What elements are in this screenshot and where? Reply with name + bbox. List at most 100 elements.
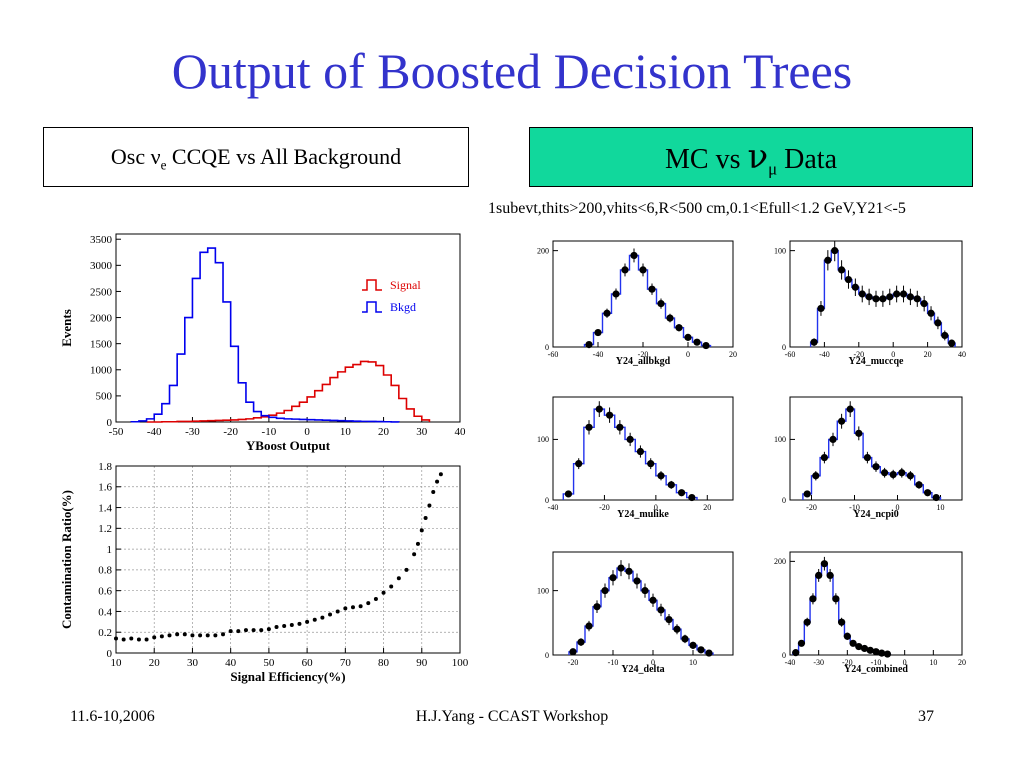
contam-ytick-label: 1.6 bbox=[98, 482, 112, 494]
y24-combined-xtick-label: -20 bbox=[842, 658, 853, 667]
y24-delta-data-point bbox=[609, 574, 617, 582]
y24-mulike-frame bbox=[552, 396, 734, 501]
y24-mulike-xlabel: Y24_mulike bbox=[617, 509, 669, 520]
y24-ncpi0-xtick-label: 10 bbox=[937, 503, 945, 512]
contam-ytick-label: 1.4 bbox=[98, 502, 112, 514]
y24-allbkgd-data-point bbox=[657, 300, 665, 308]
y24-muccqe-data-point bbox=[948, 339, 956, 347]
yboost-ytick-label: 3000 bbox=[90, 260, 113, 272]
right-box-sub: μ bbox=[768, 159, 778, 179]
contam-point bbox=[415, 541, 420, 546]
y24-ncpi0-data-point bbox=[932, 493, 940, 502]
y24-delta-mc-histogram bbox=[568, 567, 714, 655]
contam-point bbox=[190, 633, 195, 638]
y24-mulike-xtick-label: -20 bbox=[599, 503, 610, 512]
yboost-xtick-label: 0 bbox=[304, 426, 310, 438]
y24-mulike-data-point bbox=[688, 493, 696, 502]
yboost-xtick-label: 40 bbox=[455, 426, 467, 438]
contam-ylabel: Contamination Ratio(%) bbox=[59, 490, 74, 629]
y24-ncpi0-data-point bbox=[872, 463, 880, 471]
y24-mulike-ytick-label: 100 bbox=[537, 435, 549, 444]
contam-xtick-label: 90 bbox=[416, 657, 428, 669]
yboost-ytick-label: 1000 bbox=[90, 365, 113, 377]
contam-point bbox=[136, 637, 141, 642]
contam-point bbox=[335, 609, 340, 614]
y24-muccqe-data-point bbox=[838, 266, 846, 274]
legend-swatch-bkgd bbox=[362, 301, 382, 313]
y24-combined-data-point bbox=[815, 571, 823, 580]
y24-delta-data-point bbox=[649, 596, 657, 604]
y24-delta-data-point bbox=[593, 603, 601, 611]
y24-ncpi0-data-point bbox=[881, 469, 889, 477]
contam-point bbox=[343, 606, 348, 611]
y24-allbkgd-data-point bbox=[585, 340, 593, 349]
contam-point bbox=[152, 635, 157, 640]
y24-mulike-data-point bbox=[626, 435, 634, 444]
contam-ytick-label: 0 bbox=[107, 648, 113, 660]
y24-ncpi0-data-point bbox=[906, 472, 915, 480]
y24-mulike-data-point bbox=[616, 423, 624, 431]
contam-point bbox=[182, 632, 187, 637]
y24-mulike-mc-histogram bbox=[562, 408, 698, 500]
yboost-ytick-label: 500 bbox=[96, 391, 113, 403]
y24-ncpi0-xlabel: Y24_ncpi0 bbox=[853, 509, 899, 520]
contam-ytick-label: 1.8 bbox=[98, 461, 112, 473]
y24-combined-xtick-label: 20 bbox=[958, 658, 966, 667]
y24-muccqe-data-point bbox=[879, 295, 887, 303]
y24-muccqe-data-point bbox=[824, 256, 832, 264]
contam-ytick-label: 1.2 bbox=[98, 523, 112, 535]
y24-combined-xtick-label: 10 bbox=[929, 658, 937, 667]
contam-point bbox=[198, 633, 203, 638]
y24-ncpi0-mc-histogram bbox=[802, 408, 942, 500]
y24-mulike-data-point bbox=[564, 490, 573, 498]
y24-delta-xtick-label: -20 bbox=[568, 658, 579, 667]
y24-combined-data-point bbox=[883, 650, 892, 658]
y24-ncpi0-data-point bbox=[829, 435, 837, 444]
y24-delta-xtick-label: 0 bbox=[651, 658, 655, 667]
yboost-ytick-label: 2000 bbox=[90, 312, 113, 324]
right-box-prefix: MC vs bbox=[665, 144, 748, 175]
contam-ytick-label: 0.6 bbox=[98, 586, 112, 598]
y24-combined-xtick-label: 0 bbox=[903, 658, 907, 667]
contam-point bbox=[396, 576, 401, 581]
contam-xtick-label: 20 bbox=[149, 657, 161, 669]
yboost-ytick-label: 2500 bbox=[90, 286, 113, 298]
footer-center: H.J.Yang - CCAST Workshop bbox=[415, 708, 609, 725]
contam-point bbox=[221, 632, 226, 637]
y24-delta-ytick-label: 100 bbox=[537, 586, 549, 595]
left-box: Osc νe CCQE vs All Background bbox=[43, 127, 469, 187]
y24-allbkgd-data-point bbox=[693, 338, 701, 346]
y24-ncpi0-ytick-label: 100 bbox=[774, 435, 786, 444]
contam-point bbox=[297, 621, 302, 626]
y24-combined-ytick-label: 0 bbox=[782, 651, 786, 660]
y24-muccqe-frame bbox=[789, 240, 963, 348]
y24-muccqe-xtick-label: 40 bbox=[958, 350, 966, 359]
y24-ncpi0-data-point bbox=[855, 429, 863, 437]
y24-ncpi0-data-point bbox=[846, 405, 854, 413]
y24-delta-frame bbox=[552, 551, 734, 656]
cuts-caption: 1subevt,thits>200,vhits<6,R<500 cm,0.1<E… bbox=[488, 200, 906, 217]
y24-allbkgd-xtick-label: -60 bbox=[548, 350, 559, 359]
y24-combined-frame bbox=[789, 551, 963, 656]
y24-mulike-data-point bbox=[575, 460, 583, 468]
contam-point bbox=[266, 627, 271, 632]
y24-ncpi0-data-point bbox=[812, 472, 820, 480]
y24-muccqe-mc-histogram bbox=[809, 249, 956, 347]
y24-allbkgd-xlabel: Y24_allbkgd bbox=[616, 356, 671, 367]
y24-delta-data-point bbox=[585, 622, 593, 630]
contam-point bbox=[381, 590, 386, 595]
legend-label-bkgd: Bkgd bbox=[390, 300, 416, 314]
y24-delta-data-point bbox=[633, 577, 641, 585]
y24-ncpi0-frame bbox=[789, 396, 963, 501]
contam-point bbox=[259, 628, 264, 633]
y24-muccqe-data-point bbox=[886, 293, 894, 301]
contam-xtick-label: 100 bbox=[452, 657, 469, 669]
y24-combined-data-point bbox=[849, 639, 857, 647]
y24-muccqe-data-point bbox=[865, 293, 873, 301]
y24-mulike-data-point bbox=[595, 405, 603, 413]
yboost-ytick-label: 0 bbox=[107, 417, 113, 429]
y24-combined-data-point bbox=[809, 595, 817, 603]
y24-allbkgd-data-point bbox=[612, 290, 620, 298]
y24-combined-data-point bbox=[878, 649, 886, 657]
